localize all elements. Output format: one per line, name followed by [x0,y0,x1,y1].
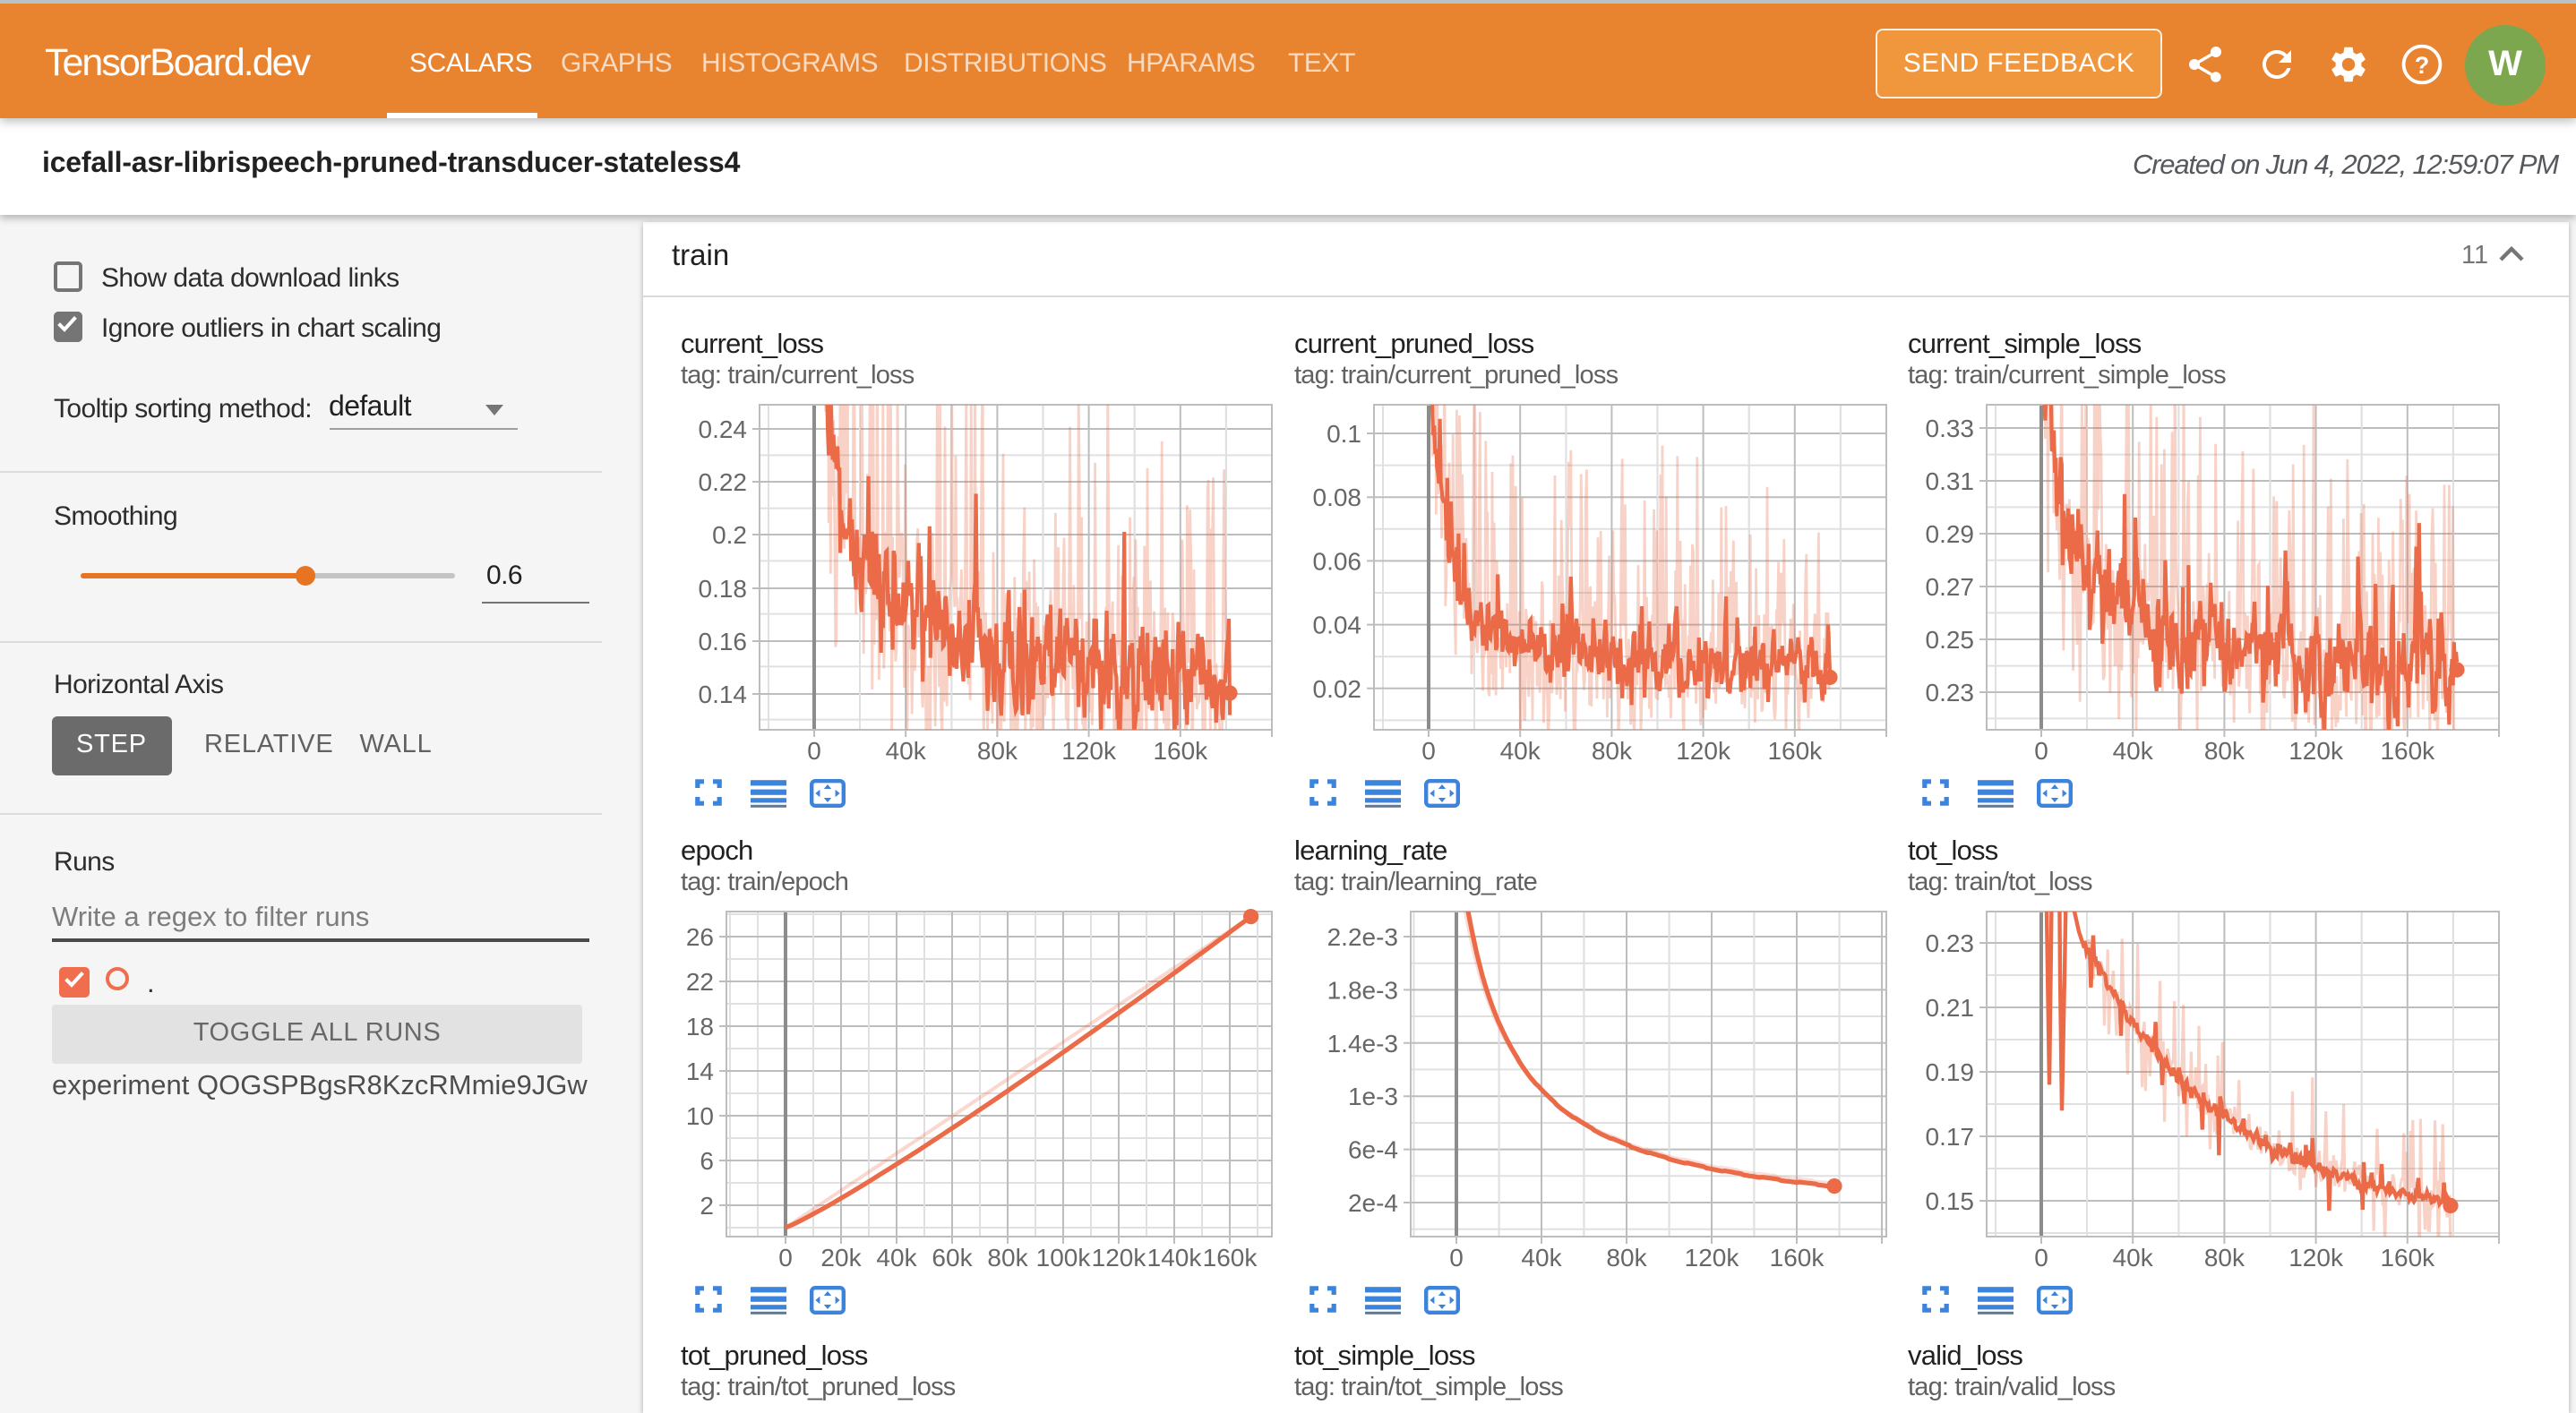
svg-text:0.18: 0.18 [699,575,748,603]
svg-text:0.25: 0.25 [1926,626,1975,654]
svg-text:1.4e-3: 1.4e-3 [1327,1029,1397,1057]
svg-text:0.29: 0.29 [1926,520,1975,548]
svg-text:0: 0 [807,737,821,765]
svg-text:6: 6 [700,1146,714,1174]
svg-text:160k: 160k [1769,1243,1825,1271]
svg-text:80k: 80k [987,1243,1028,1271]
svg-text:0.33: 0.33 [1926,415,1975,442]
svg-text:0.15: 0.15 [1926,1186,1975,1214]
svg-text:60k: 60k [932,1243,973,1271]
svg-text:10: 10 [686,1101,714,1129]
svg-text:0: 0 [2034,737,2048,765]
svg-text:40k: 40k [2113,737,2154,765]
svg-text:0.04: 0.04 [1312,612,1361,639]
svg-text:120k: 120k [2288,737,2344,765]
svg-text:40k: 40k [1499,737,1541,765]
svg-text:22: 22 [686,967,714,995]
svg-text:0.19: 0.19 [1926,1058,1975,1085]
svg-text:0: 0 [1448,1243,1463,1271]
svg-text:40k: 40k [1520,1243,1561,1271]
svg-text:0.21: 0.21 [1926,993,1975,1021]
svg-text:0.22: 0.22 [699,468,748,496]
svg-text:0.02: 0.02 [1312,675,1361,703]
svg-text:2.2e-3: 2.2e-3 [1327,922,1397,950]
svg-text:40k: 40k [876,1243,917,1271]
svg-text:80k: 80k [2204,737,2245,765]
svg-text:0.24: 0.24 [699,415,748,443]
svg-text:80k: 80k [1605,1243,1646,1271]
svg-text:120k: 120k [1061,737,1117,765]
svg-text:120k: 120k [1675,737,1730,765]
svg-text:6e-4: 6e-4 [1347,1135,1397,1163]
svg-text:0.06: 0.06 [1312,547,1361,575]
svg-text:120k: 120k [1092,1243,1147,1271]
svg-text:160k: 160k [1203,1243,1258,1271]
svg-text:?: ? [2415,52,2430,79]
svg-text:0: 0 [778,1243,793,1271]
svg-text:14: 14 [686,1057,714,1084]
svg-text:160k: 160k [1766,737,1822,765]
svg-text:40k: 40k [2113,1243,2154,1271]
svg-text:0.16: 0.16 [699,628,748,655]
svg-text:0: 0 [2034,1243,2048,1271]
svg-text:0.1: 0.1 [1326,420,1361,448]
svg-text:0.2: 0.2 [712,521,747,549]
svg-text:1.8e-3: 1.8e-3 [1327,975,1397,1003]
svg-text:160k: 160k [2380,737,2435,765]
svg-text:20k: 20k [820,1243,862,1271]
svg-text:160k: 160k [1153,737,1208,765]
svg-text:18: 18 [686,1012,714,1040]
svg-text:0.23: 0.23 [1926,929,1975,956]
svg-text:140k: 140k [1147,1243,1203,1271]
svg-text:2e-4: 2e-4 [1347,1188,1397,1216]
svg-text:0: 0 [1421,737,1435,765]
svg-text:0.08: 0.08 [1312,484,1361,511]
svg-text:26: 26 [686,922,714,950]
svg-text:0.23: 0.23 [1926,679,1975,706]
svg-text:120k: 120k [2288,1243,2344,1271]
svg-text:80k: 80k [2204,1243,2245,1271]
svg-text:2: 2 [700,1191,714,1219]
svg-text:0.14: 0.14 [699,681,748,708]
svg-text:0.31: 0.31 [1926,467,1975,495]
svg-text:0.17: 0.17 [1926,1122,1975,1150]
svg-text:160k: 160k [2380,1243,2435,1271]
svg-text:80k: 80k [1591,737,1632,765]
svg-text:80k: 80k [977,737,1018,765]
svg-text:0.27: 0.27 [1926,573,1975,601]
svg-text:40k: 40k [886,737,927,765]
svg-text:1e-3: 1e-3 [1347,1082,1397,1109]
svg-text:120k: 120k [1684,1243,1739,1271]
svg-text:100k: 100k [1036,1243,1092,1271]
